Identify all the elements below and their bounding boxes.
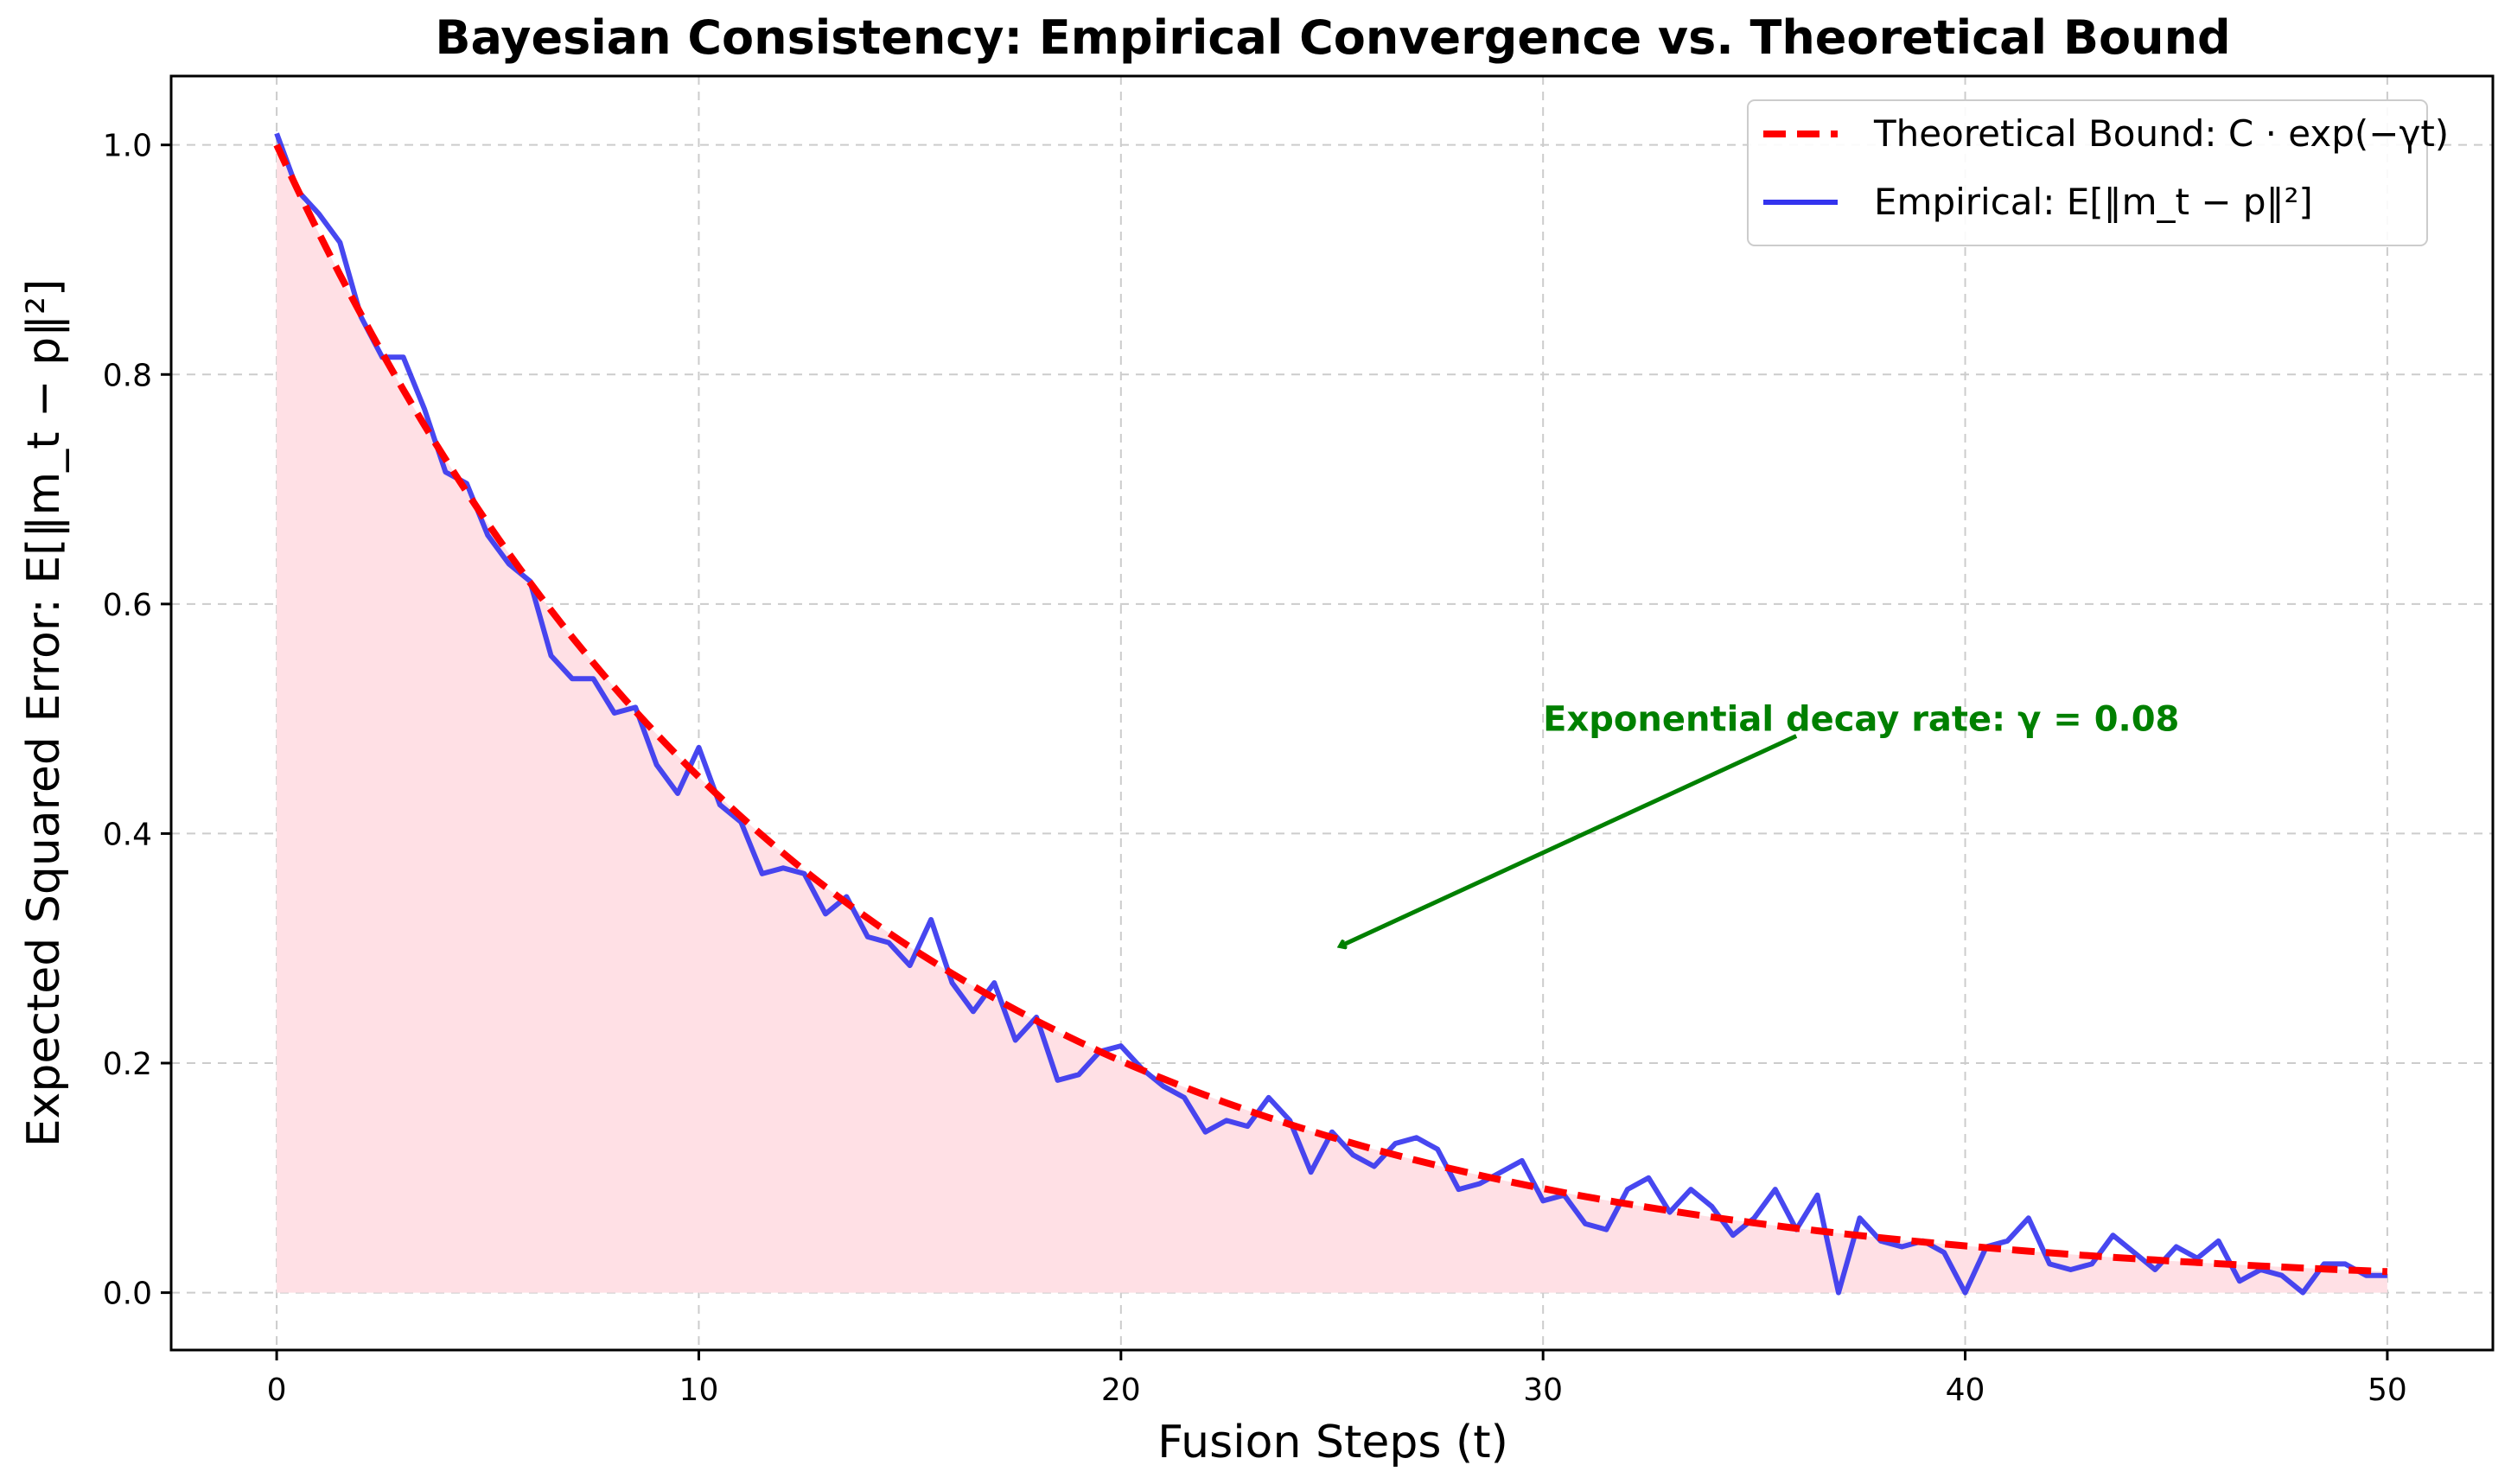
chart-title: Bayesian Consistency: Empirical Converge… bbox=[435, 10, 2230, 65]
x-axis-label: Fusion Steps (t) bbox=[1157, 1417, 1508, 1468]
x-tick-label: 10 bbox=[679, 1373, 719, 1408]
empirical-series-line bbox=[274, 132, 2387, 1296]
x-axis-ticks: 0 10 20 30 40 50 bbox=[267, 1350, 2407, 1408]
bound-fill-area bbox=[277, 144, 2387, 1293]
annotation-arrow bbox=[1341, 734, 1798, 946]
annotation-text: Exponential decay rate: γ = 0.08 bbox=[1543, 700, 2179, 740]
y-tick-label: 0.0 bbox=[103, 1277, 152, 1312]
x-tick-label: 50 bbox=[2368, 1373, 2407, 1408]
theoretical-bound-line bbox=[273, 143, 2388, 1276]
x-tick-label: 0 bbox=[267, 1373, 287, 1408]
annotation: Exponential decay rate: γ = 0.08 bbox=[1341, 700, 2179, 946]
x-tick-label: 40 bbox=[1946, 1373, 1985, 1408]
x-tick-label: 30 bbox=[1523, 1373, 1563, 1408]
legend-bound-label: Theoretical Bound: C · exp(−γt) bbox=[1873, 112, 2449, 155]
y-tick-label: 1.0 bbox=[103, 129, 152, 164]
y-tick-label: 0.2 bbox=[103, 1047, 152, 1082]
legend-empirical-label: Empirical: E[‖m_t − p‖²] bbox=[1874, 181, 2313, 223]
plot-area bbox=[169, 74, 2495, 1352]
y-tick-label: 0.8 bbox=[103, 358, 152, 393]
y-tick-label: 0.4 bbox=[103, 817, 152, 852]
x-tick-label: 20 bbox=[1101, 1373, 1141, 1408]
y-axis-ticks: 0.0 0.2 0.4 0.6 0.8 1.0 bbox=[103, 129, 171, 1312]
y-tick-label: 0.6 bbox=[103, 588, 152, 623]
plot-frame bbox=[169, 74, 2495, 1352]
legend: Theoretical Bound: C · exp(−γt) Empirica… bbox=[1747, 99, 2449, 246]
legend-box bbox=[1747, 99, 2428, 246]
y-axis-label: Expected Squared Error: E[‖m_t − p‖²] bbox=[18, 279, 70, 1148]
